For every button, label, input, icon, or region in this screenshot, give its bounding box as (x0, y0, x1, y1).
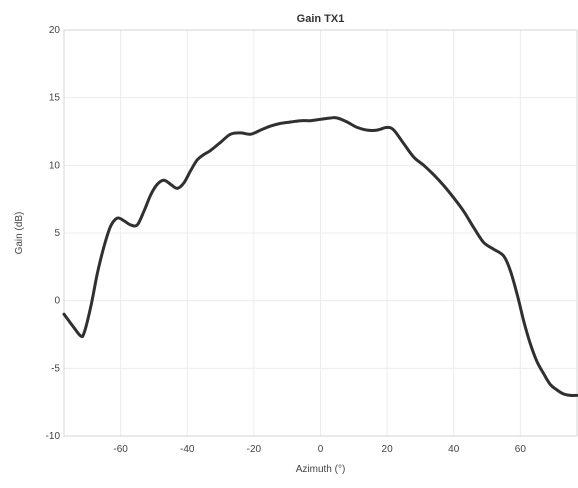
y-axis-label: Gain (dB) (14, 212, 25, 255)
plot-frame (63, 29, 578, 437)
y-tick-label: 20 (49, 25, 61, 36)
x-axis-label: Azimuth (°) (296, 464, 346, 475)
y-tick-label: 10 (49, 160, 61, 171)
x-tick-label: 0 (318, 444, 324, 455)
chart-title: Gain TX1 (297, 13, 345, 25)
x-tick-label: 60 (515, 444, 527, 455)
x-tick-label: 40 (448, 444, 460, 455)
y-tick-label: 0 (54, 296, 60, 307)
x-tick-label: -60 (113, 444, 128, 455)
x-tick-label: -40 (180, 444, 195, 455)
x-tick-label: 20 (382, 444, 394, 455)
y-tick-label: -5 (51, 363, 60, 374)
y-tick-label: 5 (54, 228, 60, 239)
ticks: -60 -40 -20 0 20 40 60 -10 -5 0 5 10 15 20 (46, 25, 527, 455)
x-tick-label: -20 (247, 444, 262, 455)
y-tick-label: -10 (46, 431, 61, 442)
gain-series-line (62, 116, 578, 397)
y-tick-label: 15 (49, 93, 61, 104)
